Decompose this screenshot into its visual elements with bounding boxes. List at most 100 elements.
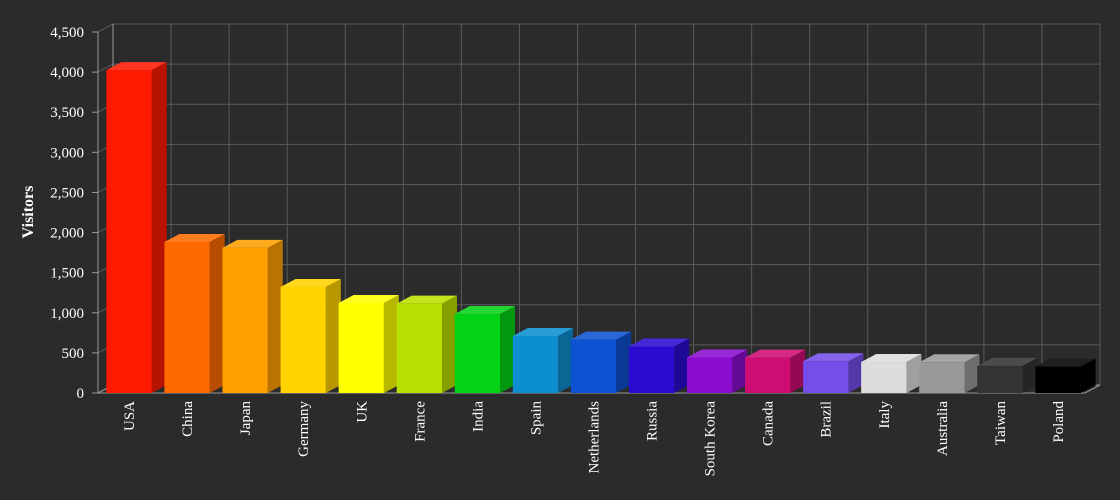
bar-top — [686, 349, 748, 358]
bar-front — [280, 286, 326, 393]
bar-top — [164, 234, 225, 243]
x-tick-label: Netherlands — [587, 401, 603, 474]
bar-china[interactable] — [164, 234, 225, 393]
bar-front — [977, 365, 1023, 393]
x-tick-label: Russia — [645, 401, 661, 441]
bar-side — [151, 62, 167, 393]
bar-side — [616, 331, 632, 393]
y-tick-label: 2,500 — [50, 185, 84, 201]
bar-front — [919, 362, 965, 393]
bar-front — [164, 242, 210, 393]
bar-side — [1080, 358, 1096, 393]
bar-side — [500, 306, 516, 393]
bar-brazil[interactable] — [803, 353, 864, 393]
x-tick-label: China — [180, 401, 196, 437]
x-tick-label: South Korea — [703, 401, 719, 477]
bar-top — [338, 294, 399, 303]
bar-top — [106, 62, 167, 71]
bar-taiwan[interactable] — [977, 357, 1038, 393]
bar-top — [745, 349, 806, 358]
bar-poland[interactable] — [1035, 358, 1096, 393]
x-tick-label: Australia — [935, 401, 951, 456]
bar-front — [396, 303, 442, 393]
bar-top — [919, 354, 980, 363]
bar-front — [512, 335, 559, 393]
x-tick-label: Poland — [1051, 401, 1067, 443]
bar-side — [790, 349, 806, 393]
bar-russia[interactable] — [628, 338, 690, 393]
x-tick-labels: USA China Japan Germany UK France India Spain Ne… — [122, 401, 1067, 477]
bar-front — [745, 357, 791, 393]
bar-germany[interactable] — [280, 278, 341, 393]
y-tick-label: 3,500 — [50, 105, 84, 121]
bar-front — [338, 302, 384, 393]
bar-australia[interactable] — [919, 354, 980, 393]
y-tick-label: 4,000 — [50, 65, 84, 81]
x-tick-label: Brazil — [819, 401, 835, 438]
x-tick-label: Germany — [296, 401, 312, 457]
bar-japan[interactable] — [222, 239, 283, 393]
bar-side — [964, 354, 980, 393]
bar-top — [280, 278, 341, 287]
y-axis-title: Visitors — [20, 186, 37, 239]
bar-spain[interactable] — [512, 327, 574, 393]
y-tick-label: 1,000 — [50, 306, 84, 322]
bar-side — [848, 353, 864, 393]
y-tick-label: 3,000 — [50, 145, 84, 161]
bar-front — [861, 362, 907, 393]
bar-front — [803, 361, 849, 393]
x-tick-label: Canada — [761, 401, 777, 446]
bar-front — [1035, 366, 1081, 393]
x-tick-label: Spain — [528, 401, 544, 436]
bar-top — [454, 306, 516, 315]
bar-front — [222, 247, 268, 393]
bar-usa[interactable] — [106, 62, 167, 393]
bar-south-korea[interactable] — [686, 349, 748, 393]
bar-top — [512, 327, 574, 336]
bar-top — [1035, 358, 1096, 367]
bar-top — [222, 239, 283, 248]
bar-front — [686, 357, 733, 393]
bar-front — [570, 339, 617, 393]
y-tick-label: 500 — [62, 346, 85, 362]
bar-side — [732, 349, 748, 393]
grid-line-side — [97, 23, 114, 33]
x-tick-label: France — [412, 401, 428, 442]
y-tick-labels: 0 500 1,000 1,500 2,000 2,500 3,000 3,500 4,000 4… — [50, 25, 84, 402]
x-tick-label: UK — [354, 401, 370, 423]
bar-top — [570, 331, 632, 340]
bar-france[interactable] — [396, 295, 457, 393]
x-tick-label: Japan — [238, 401, 254, 436]
bar-top — [396, 295, 457, 304]
bar-italy[interactable] — [861, 354, 922, 393]
bar-side — [325, 278, 341, 393]
bars — [106, 62, 1096, 393]
bar-top — [861, 354, 922, 363]
bar-side — [674, 338, 690, 393]
y-tick-label: 0 — [77, 386, 85, 402]
grid-line-side — [97, 63, 114, 73]
x-tick-label: Taiwan — [993, 401, 1009, 445]
bar-india[interactable] — [454, 306, 516, 393]
bar-front — [106, 70, 152, 393]
bar-side — [558, 327, 574, 393]
bar-netherlands[interactable] — [570, 331, 632, 393]
y-tick-label: 4,500 — [50, 25, 84, 41]
x-tick-label: Italy — [877, 401, 893, 429]
bar-uk[interactable] — [338, 294, 399, 393]
bar-side — [383, 294, 399, 393]
bar-side — [1022, 357, 1038, 393]
bar-side — [209, 234, 225, 393]
bar-side — [267, 239, 283, 393]
bar-top — [628, 338, 690, 347]
y-tick-label: 2,000 — [50, 226, 84, 242]
y-tick-label: 1,500 — [50, 266, 84, 282]
bar-front — [454, 314, 501, 393]
bar-canada[interactable] — [745, 349, 806, 393]
bar-side — [441, 295, 457, 393]
bar-top — [803, 353, 864, 362]
bar-side — [906, 354, 922, 393]
bar-front — [628, 346, 675, 393]
x-tick-label: India — [470, 401, 486, 432]
